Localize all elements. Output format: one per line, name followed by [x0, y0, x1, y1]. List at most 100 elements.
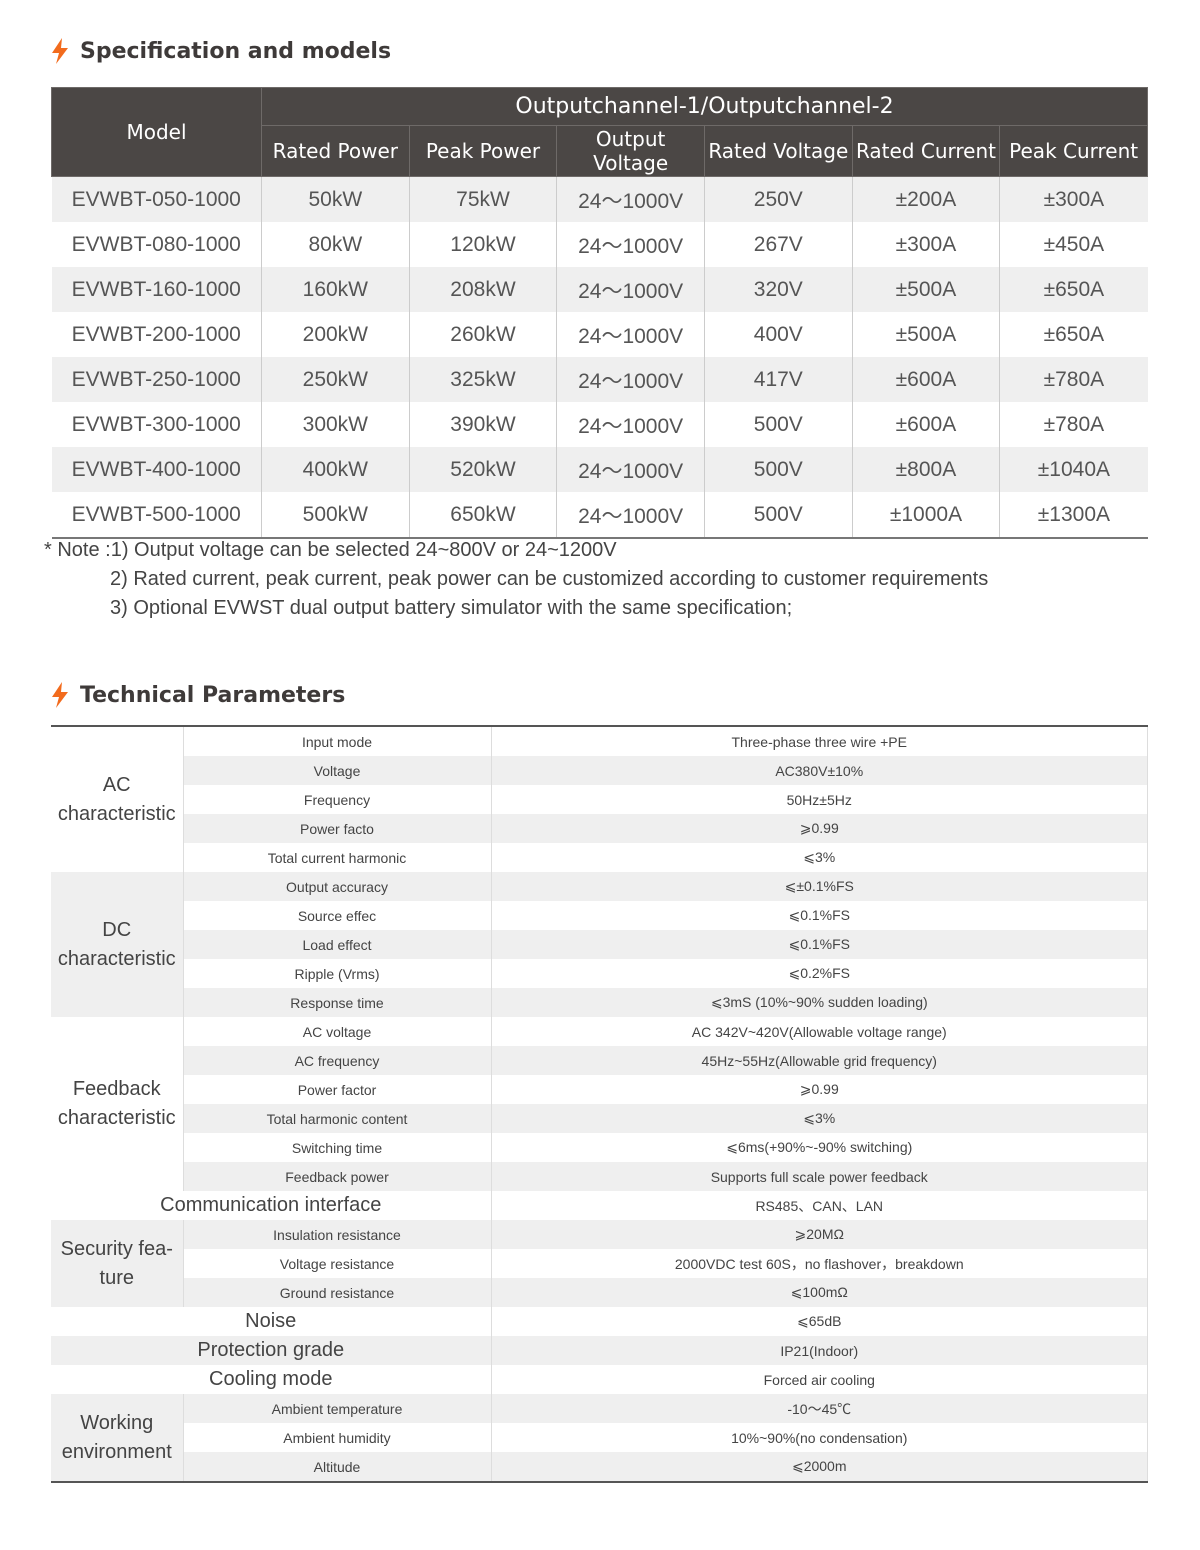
- value-cell: 325kW: [408, 357, 558, 402]
- param-name: AC frequency: [183, 1046, 492, 1075]
- section-title-text: Specification and models: [80, 38, 392, 64]
- lightning-icon: [52, 38, 68, 64]
- param-value: ⩽0.1%FS: [491, 930, 1148, 959]
- table-row: EVWBT-080-1000 80kW 120kW 24～1000V 267V ±300A…: [51, 222, 1148, 267]
- table-row: EVWBT-250-1000 250kW 325kW 24～1000V 417V ±600…: [51, 357, 1148, 402]
- value-cell: 208kW: [408, 267, 558, 312]
- value-cell: 267V: [703, 222, 853, 267]
- value-cell: 50kW: [261, 176, 410, 222]
- param-row: Working environment Ambient temperature -1…: [51, 1394, 1148, 1482]
- technical-parameters-table: AC characteristic Input mode Three-phase t…: [51, 725, 1148, 1483]
- param-value: 10%~90%(no condensation): [491, 1423, 1148, 1452]
- param-group-label: Noise: [51, 1307, 492, 1336]
- param-value: ⩾0.99: [491, 1075, 1148, 1104]
- models-table: Model Outputchannel-1/Outputchannel-2 Ra…: [51, 87, 1148, 539]
- value-cell: 500V: [703, 492, 853, 539]
- value-cell: ±600A: [851, 357, 1001, 402]
- param-name: Output accuracy: [183, 872, 492, 901]
- value-cell: ±800A: [851, 447, 1001, 492]
- value-cell: 24～1000V: [556, 492, 705, 539]
- model-cell: EVWBT-300-1000: [51, 402, 262, 447]
- column-header: Rated Power: [261, 125, 410, 177]
- param-name: Ripple (Vrms): [183, 959, 492, 988]
- value-cell: 650kW: [408, 492, 558, 539]
- param-name: Voltage: [183, 756, 492, 785]
- param-name: AC voltage: [183, 1017, 492, 1046]
- output-channel-header: Outputchannel-1/Outputchannel-2: [261, 87, 1148, 126]
- param-value: ⩽2000m: [491, 1452, 1148, 1482]
- value-cell: 24～1000V: [556, 176, 705, 222]
- param-value: ⩽65dB: [491, 1307, 1148, 1336]
- value-cell: 417V: [703, 357, 853, 402]
- value-cell: ±650A: [999, 312, 1148, 357]
- section-title-text: Technical Parameters: [80, 682, 346, 708]
- value-cell: ±200A: [851, 176, 1001, 222]
- param-name: Altitude: [183, 1452, 492, 1482]
- param-name: Load effect: [183, 930, 492, 959]
- param-value: -10～45℃: [491, 1394, 1148, 1423]
- param-row: Noise ⩽65dB: [51, 1307, 1148, 1336]
- value-cell: ±1040A: [999, 447, 1148, 492]
- param-name: Source effec: [183, 901, 492, 930]
- model-cell: EVWBT-400-1000: [51, 447, 262, 492]
- lightning-icon: [52, 682, 68, 708]
- value-cell: 24～1000V: [556, 447, 705, 492]
- param-row: Ambient humidity 10%~90%(no condensation): [51, 1423, 1148, 1452]
- value-cell: 300kW: [261, 402, 410, 447]
- param-value: AC380V±10%: [491, 756, 1148, 785]
- value-cell: 24～1000V: [556, 402, 705, 447]
- param-value: 45Hz~55Hz(Allowable grid frequency): [491, 1046, 1148, 1075]
- param-row: Power factor ⩾0.99: [51, 1075, 1148, 1104]
- column-header: Rated Current: [851, 125, 1001, 177]
- value-cell: 260kW: [408, 312, 558, 357]
- param-row: Total current harmonic ⩽3%: [51, 843, 1148, 872]
- value-cell: ±300A: [851, 222, 1001, 267]
- value-cell: 500V: [703, 402, 853, 447]
- param-value: 50Hz±5Hz: [491, 785, 1148, 814]
- param-value: Three-phase three wire +PE: [491, 726, 1148, 756]
- param-group-label: Feedback characteristic: [51, 1017, 184, 1191]
- model-header: Model: [51, 87, 262, 177]
- section-title-specification: Specification and models: [50, 38, 391, 64]
- param-row: Communication interface RS485、CAN、LAN: [51, 1191, 1148, 1220]
- param-row: Switching time ⩽6ms(+90%~-90% switching): [51, 1133, 1148, 1162]
- value-cell: 250V: [703, 176, 853, 222]
- param-group-label: Security fea-ture: [51, 1220, 184, 1307]
- param-group-label: Cooling mode: [51, 1365, 492, 1394]
- param-name: Total current harmonic: [183, 843, 492, 872]
- param-row: Protection grade IP21(Indoor): [51, 1336, 1148, 1365]
- note-line: 2) Rated current, peak current, peak pow…: [110, 568, 989, 590]
- param-row: Altitude ⩽2000m: [51, 1452, 1148, 1482]
- param-value: RS485、CAN、LAN: [491, 1191, 1148, 1220]
- param-name: Feedback power: [183, 1162, 492, 1191]
- param-value: ⩽0.1%FS: [491, 901, 1148, 930]
- param-value: 2000VDC test 60S，no flashover，breakdown: [491, 1249, 1148, 1278]
- param-name: Ambient humidity: [183, 1423, 492, 1452]
- param-row: Feedback characteristic AC voltage AC 342V…: [51, 1017, 1148, 1191]
- note-line: * Note :1) Output voltage can be selecte…: [44, 539, 617, 561]
- value-cell: 320V: [703, 267, 853, 312]
- param-row: Response time ⩽3mS (10%~90% sudden loadin…: [51, 988, 1148, 1017]
- param-value: ⩾20MΩ: [491, 1220, 1148, 1249]
- value-cell: 24～1000V: [556, 222, 705, 267]
- param-value: Forced air cooling: [491, 1365, 1148, 1394]
- param-row: AC frequency 45Hz~55Hz(Allowable grid fre…: [51, 1046, 1148, 1075]
- param-name: Power facto: [183, 814, 492, 843]
- param-group-label: AC characteristic: [51, 726, 184, 872]
- table-row: EVWBT-050-1000 50kW 75kW 24～1000V 250V ±200A ±…: [51, 176, 1148, 222]
- param-value: ⩽3%: [491, 843, 1148, 872]
- value-cell: 500V: [703, 447, 853, 492]
- notes: * Note :1) Output voltage can be selecte…: [44, 536, 988, 623]
- param-name: Ground resistance: [183, 1278, 492, 1307]
- param-row: Voltage AC380V±10%: [51, 756, 1148, 785]
- param-row: Security fea-ture Insulation resistance ⩾2…: [51, 1220, 1148, 1307]
- value-cell: 250kW: [261, 357, 410, 402]
- param-name: Total harmonic content: [183, 1104, 492, 1133]
- param-value: ⩽0.2%FS: [491, 959, 1148, 988]
- column-header: Peak Power: [408, 125, 558, 177]
- param-row: Ripple (Vrms) ⩽0.2%FS: [51, 959, 1148, 988]
- column-header: Peak Current: [999, 125, 1148, 177]
- param-group-label: DC characteristic: [51, 872, 184, 1017]
- model-cell: EVWBT-250-1000: [51, 357, 262, 402]
- value-cell: 200kW: [261, 312, 410, 357]
